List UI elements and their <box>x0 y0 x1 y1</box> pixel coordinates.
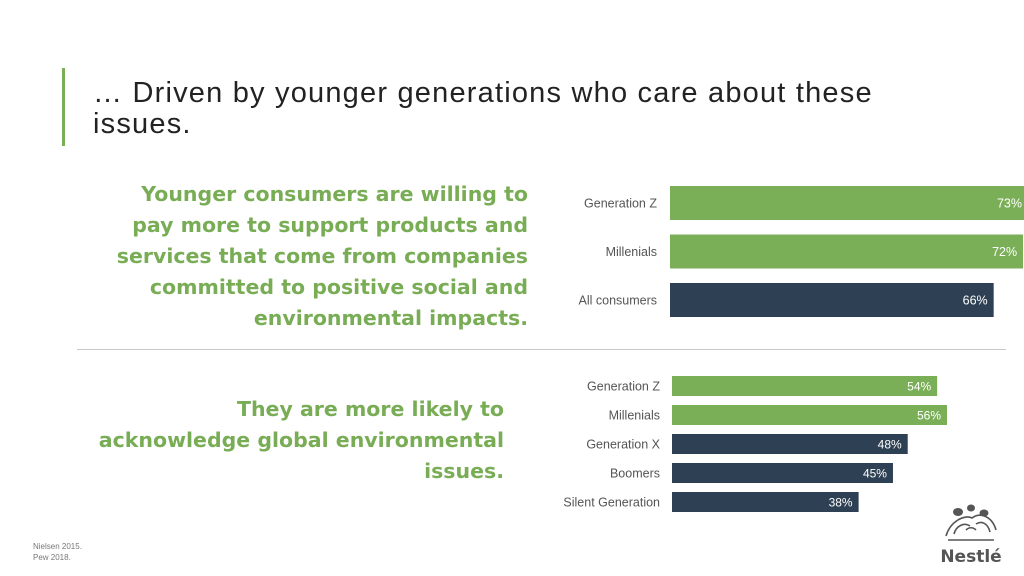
category-label: Millenials <box>609 409 660 423</box>
value-label: 56% <box>917 409 941 423</box>
section-divider <box>77 349 1006 350</box>
bar-millenials <box>672 405 947 425</box>
value-label: 66% <box>963 294 988 308</box>
category-label: All consumers <box>579 294 658 308</box>
source-line: Nielsen 2015. <box>33 542 82 551</box>
value-label: 54% <box>907 380 931 394</box>
headline-willing-to-pay: Younger consumers are willing to pay mor… <box>116 182 528 330</box>
category-label: Millenials <box>606 245 657 259</box>
headline-environmental-issues: They are more likely to acknowledge glob… <box>98 397 504 483</box>
value-label: 72% <box>992 245 1017 259</box>
value-label: 45% <box>863 467 887 481</box>
bar-all-consumers <box>670 283 994 317</box>
source-line: Pew 2018. <box>33 553 71 562</box>
category-label: Boomers <box>610 467 660 481</box>
nestle-logo: Nestlé <box>936 500 1006 567</box>
title-accent-bar <box>62 68 65 146</box>
category-label: Generation X <box>586 438 660 452</box>
category-label: Generation Z <box>587 380 660 394</box>
value-label: 48% <box>878 438 902 452</box>
bar-boomers <box>672 463 893 483</box>
bar-generation-z <box>670 186 1024 220</box>
category-label: Generation Z <box>584 197 657 211</box>
bar-generation-z <box>672 376 938 396</box>
logo-text: Nestlé <box>940 547 1001 566</box>
bar-silent-generation <box>672 492 859 512</box>
value-label: 73% <box>997 197 1022 211</box>
page-title: … Driven by younger generations who care… <box>93 77 873 140</box>
sources: Nielsen 2015. Pew 2018. <box>33 541 82 563</box>
bar-millenials <box>670 234 1024 269</box>
bar-generation-x <box>672 434 908 454</box>
value-label: 38% <box>829 496 853 510</box>
category-label: Silent Generation <box>563 496 660 510</box>
